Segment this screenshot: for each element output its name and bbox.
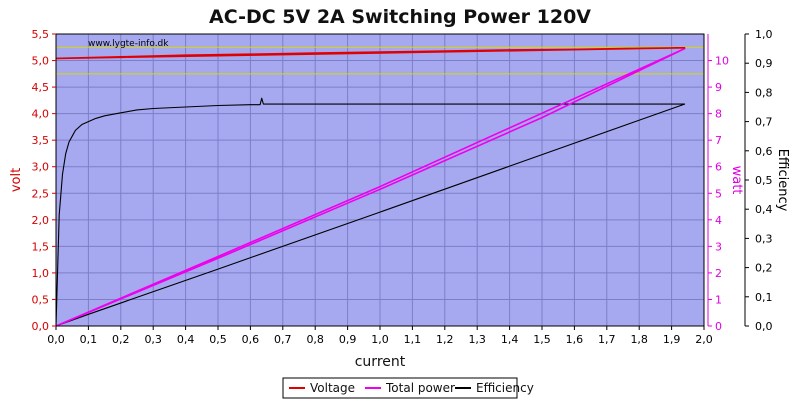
y-right1-tick-label: 8 <box>715 108 722 121</box>
reference-lines <box>56 46 704 75</box>
series-line-total-power <box>55 47 686 327</box>
x-tick-label: 0,7 <box>274 333 292 346</box>
y-right2-label: Efficiency <box>775 149 790 212</box>
y-right2-tick-label: 0,6 <box>755 145 773 158</box>
x-tick-label: 0,9 <box>339 333 357 346</box>
y-right1-tick-label: 5 <box>715 187 722 200</box>
x-tick-label: 0,5 <box>209 333 227 346</box>
y-right2-tick-label: 0,0 <box>755 320 773 333</box>
y-left-tick-label: 2,5 <box>32 187 50 200</box>
x-tick-label: 0,4 <box>177 333 195 346</box>
x-tick-label: 0,3 <box>144 333 162 346</box>
x-tick-label: 1,2 <box>436 333 454 346</box>
legend-label-total-power: Total power <box>385 381 455 395</box>
chart-title: AC-DC 5V 2A Switching Power 120V <box>209 6 591 28</box>
x-tick-label: 1,3 <box>468 333 486 346</box>
y-right1-tick-label: 9 <box>715 81 722 94</box>
legend-label-efficiency: Efficiency <box>476 381 534 395</box>
watermark: www.lygte-info.dk <box>88 39 169 49</box>
y-right1-tick-label: 7 <box>715 134 722 147</box>
series-group <box>55 46 686 327</box>
y-left-tick-label: 3,0 <box>32 161 50 174</box>
x-axis: 0,0 0,1 0,2 0,3 0,4 0,5 0,6 0,7 0,8 0,9 1,0 1,1 1,2 1… <box>47 326 713 346</box>
y-axis-efficiency: 0,0 0,1 0,2 0,3 0,4 0,5 0,6 0,7 0,8 0,9 1,0 <box>744 28 773 333</box>
y-left-tick-label: 4,5 <box>32 81 50 94</box>
y-right1-tick-label: 3 <box>715 240 722 253</box>
x-tick-label: 0,1 <box>80 333 98 346</box>
y-right1-tick-label: 1 <box>715 293 722 306</box>
series-line-efficiency <box>55 97 686 327</box>
y-right2-tick-label: 0,1 <box>755 291 773 304</box>
y-right2-tick-label: 0,4 <box>755 203 773 216</box>
x-tick-label: 1,9 <box>663 333 681 346</box>
series-line-voltage <box>55 46 686 60</box>
x-tick-label: 0,6 <box>242 333 260 346</box>
y-left-tick-label: 5,0 <box>32 55 50 68</box>
y-right1-tick-label: 10 <box>715 55 729 68</box>
x-tick-label: 1,5 <box>533 333 551 346</box>
y-left-label: volt <box>9 168 24 192</box>
y-right2-tick-label: 0,8 <box>755 86 773 99</box>
x-tick-label: 1,8 <box>630 333 648 346</box>
x-tick-label: 1,0 <box>371 333 389 346</box>
y-left-tick-label: 3,5 <box>32 134 50 147</box>
y-right1-tick-label: 4 <box>715 214 722 227</box>
y-left-tick-label: 1,0 <box>32 267 50 280</box>
x-tick-label: 1,7 <box>598 333 616 346</box>
y-right2-tick-label: 0,3 <box>755 232 773 245</box>
y-left-tick-label: 0,0 <box>32 320 50 333</box>
x-tick-label: 0,2 <box>112 333 130 346</box>
y-right2-tick-label: 0,9 <box>755 57 773 70</box>
x-tick-label: 1,1 <box>404 333 422 346</box>
legend-box <box>282 377 518 399</box>
y-right2-tick-label: 0,5 <box>755 174 773 187</box>
x-tick-label: 0,8 <box>306 333 324 346</box>
y-right1-label: watt <box>729 166 744 195</box>
y-axis-volt: 0,0 0,5 1,0 1,5 2,0 2,5 3,0 3,5 4,0 4,5 5,0 5,5 <box>32 28 56 333</box>
y-left-tick-label: 0,5 <box>32 293 50 306</box>
y-right1-tick-label: 2 <box>715 267 722 280</box>
x-tick-label: 1,6 <box>566 333 584 346</box>
y-left-tick-label: 2,0 <box>32 214 50 227</box>
grid <box>56 34 704 326</box>
x-tick-label: 0,0 <box>47 333 65 346</box>
y-left-tick-label: 5,5 <box>32 28 50 41</box>
y-right2-tick-label: 1,0 <box>755 28 773 41</box>
y-left-tick-label: 4,0 <box>32 108 50 121</box>
y-axis-watt: 0 1 2 3 4 5 6 7 8 9 10 <box>707 34 729 333</box>
legend: Voltage Total power Efficiency <box>282 377 534 399</box>
y-right2-tick-label: 0,7 <box>755 116 773 129</box>
x-tick-label: 2,0 <box>695 333 713 346</box>
y-right1-tick-label: 6 <box>715 161 722 174</box>
x-axis-label: current <box>355 354 406 370</box>
legend-label-voltage: Voltage <box>310 381 355 395</box>
y-left-tick-label: 1,5 <box>32 240 50 253</box>
x-tick-label: 1,4 <box>501 333 519 346</box>
y-right1-tick-label: 0 <box>715 320 722 333</box>
y-right2-tick-label: 0,2 <box>755 262 773 275</box>
